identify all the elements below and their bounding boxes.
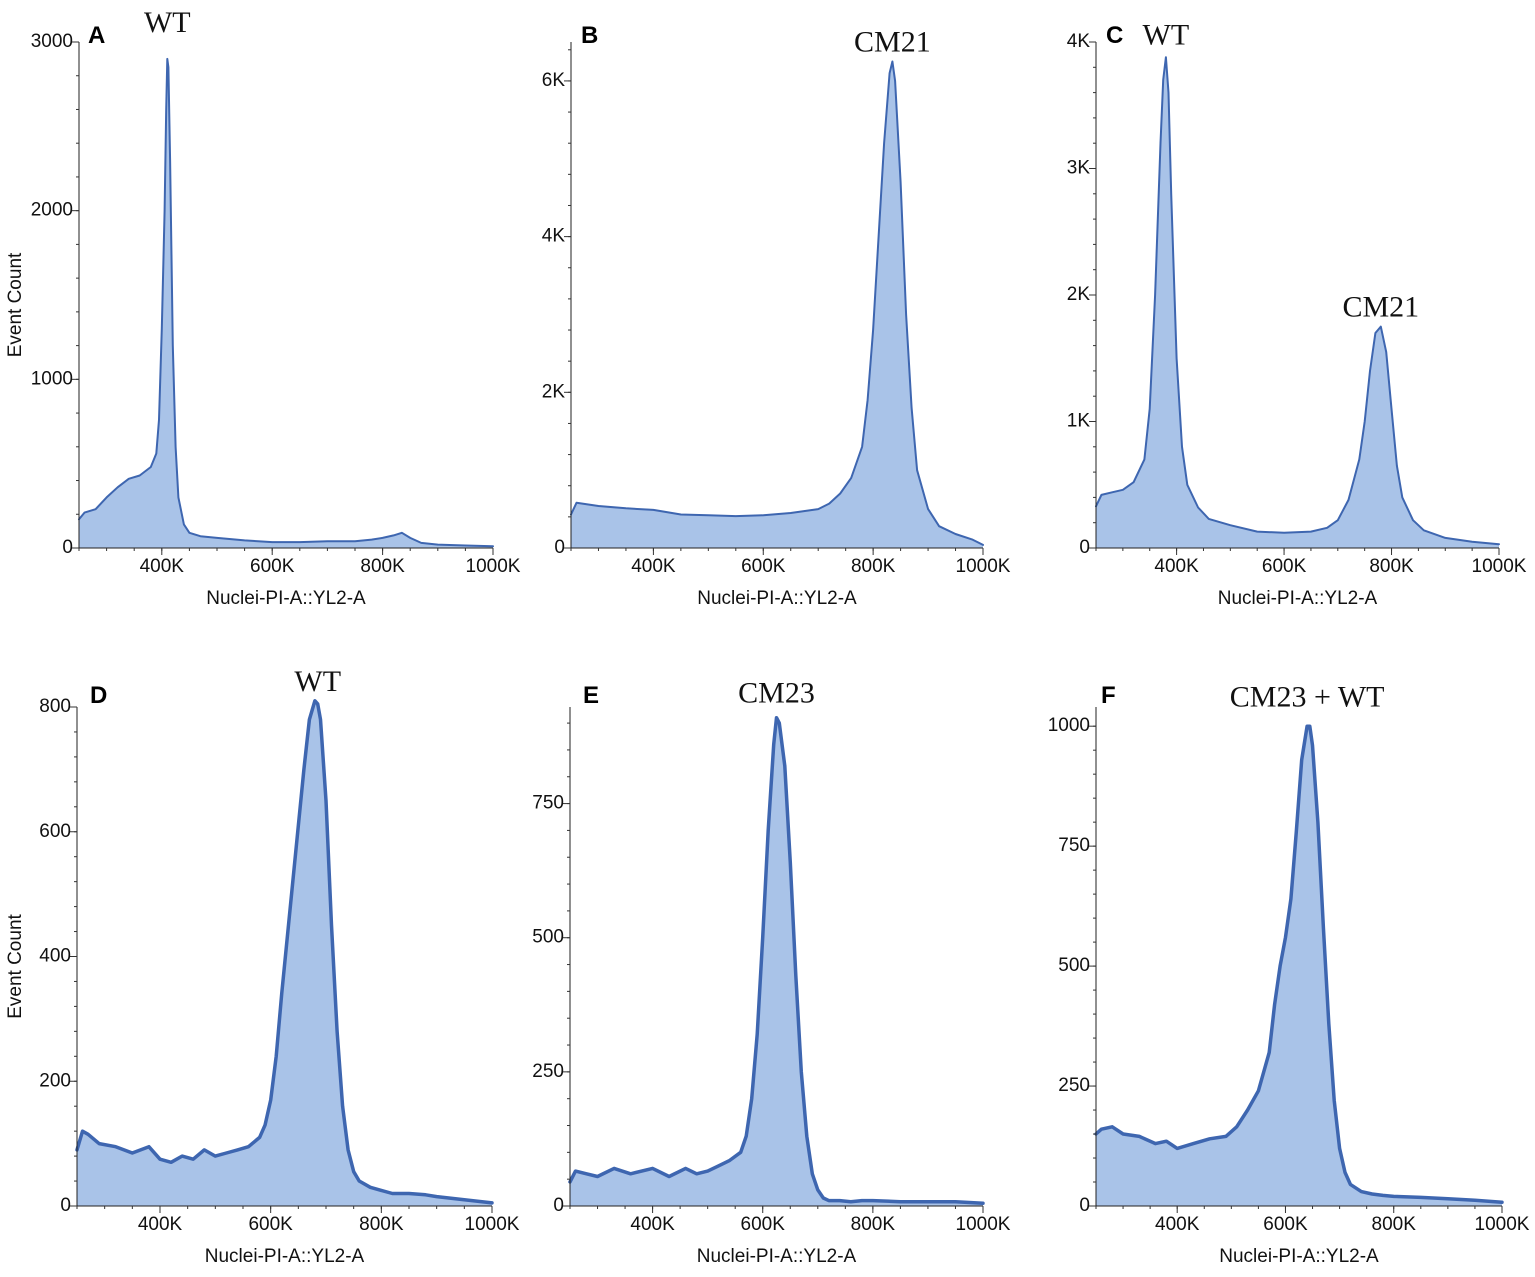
x-tick-label: 600K [250, 556, 295, 577]
histogram-area [570, 717, 983, 1206]
x-tick-label: 600K [741, 1214, 786, 1235]
y-tick-label: 750 [532, 793, 564, 814]
y-tick-label: 0 [1079, 1195, 1090, 1216]
y-tick-label: 0 [1079, 537, 1090, 558]
y-tick-label: 4K [542, 226, 566, 247]
x-tick-label: 1000K [1475, 1214, 1530, 1235]
x-tick-label: 1000K [1472, 556, 1527, 577]
y-tick-label: 750 [1058, 835, 1090, 856]
y-tick-label: 250 [1058, 1075, 1090, 1096]
x-tick-label: 600K [248, 1214, 293, 1235]
y-tick-label: 3K [1067, 158, 1091, 179]
x-axis-label: Nuclei-PI-A::YL2-A [697, 1246, 857, 1267]
y-tick-label: 250 [532, 1061, 564, 1082]
peak-label: CM21 [1342, 291, 1419, 324]
x-tick-label: 1000K [956, 556, 1011, 577]
x-tick-label: 800K [1369, 556, 1414, 577]
y-tick-label: 4K [1067, 31, 1091, 52]
panel-letter: E [583, 682, 599, 709]
y-tick-label: 2000 [31, 200, 73, 221]
x-tick-label: 400K [630, 1214, 675, 1235]
x-axis-label: Nuclei-PI-A::YL2-A [1218, 588, 1378, 609]
y-tick-label: 1K [1067, 411, 1091, 432]
x-tick-label: 800K [1372, 1214, 1417, 1235]
x-tick-label: 400K [631, 556, 676, 577]
panel-letter: D [90, 682, 107, 709]
x-tick-label: 800K [851, 556, 896, 577]
peak-label: CM23 [738, 676, 815, 709]
panel-letter: F [1101, 682, 1116, 709]
histogram-area [79, 58, 493, 549]
panel-e: E 0 250 500 750 400K 600K 800K 1000K Nuclei-PI-A:… [532, 676, 1010, 1267]
histogram-area [1096, 726, 1502, 1206]
peak-label: WT [294, 665, 341, 698]
x-tick-label: 400K [1154, 556, 1199, 577]
panel-a: A 0 1000 2000 3000 400K 600K 800K 1000K Nuclei-PI… [5, 6, 521, 609]
x-tick-label: 600K [1263, 1214, 1308, 1235]
x-tick-label: 1000K [956, 1214, 1011, 1235]
x-tick-label: 800K [851, 1214, 896, 1235]
histogram-line [1094, 724, 1504, 1204]
x-tick-label: 600K [1262, 556, 1307, 577]
x-tick-label: 600K [741, 556, 786, 577]
y-tick-label: 0 [60, 1195, 71, 1216]
x-axis-label: Nuclei-PI-A::YL2-A [1219, 1246, 1379, 1267]
panel-letter: A [88, 22, 105, 49]
y-tick-label: 2K [1067, 284, 1091, 305]
y-tick-label: 800 [39, 696, 71, 717]
x-tick-label: 400K [1155, 1214, 1200, 1235]
peak-label: CM21 [854, 25, 931, 58]
y-tick-label: 0 [553, 1195, 564, 1216]
y-tick-label: 2K [542, 381, 566, 402]
x-tick-label: 1000K [465, 1214, 520, 1235]
x-tick-label: 400K [138, 1214, 183, 1235]
histogram-area [77, 700, 492, 1206]
histogram-line [568, 715, 985, 1206]
panel-letter: B [581, 22, 598, 49]
y-tick-label: 200 [39, 1070, 71, 1091]
peak-label: WT [1143, 19, 1190, 52]
peak-label: WT [144, 6, 191, 39]
y-tick-label: 500 [1058, 955, 1090, 976]
x-tick-label: 800K [360, 556, 405, 577]
x-axis-label: Nuclei-PI-A::YL2-A [205, 1246, 365, 1267]
histogram-line [78, 57, 494, 548]
y-tick-label: 0 [62, 537, 73, 558]
y-tick-label: 1000 [31, 368, 73, 389]
y-tick-label: 400 [39, 946, 71, 967]
y-tick-label: 500 [532, 927, 564, 948]
histogram-area [1096, 57, 1499, 548]
x-axis-label: Nuclei-PI-A::YL2-A [206, 588, 366, 609]
histogram-line [1095, 56, 1500, 546]
panel-letter: C [1106, 22, 1123, 49]
histogram-area [571, 61, 983, 548]
peak-label: CM23 + WT [1230, 681, 1385, 714]
y-tick-label: 3000 [31, 31, 73, 52]
y-tick-label: 6K [542, 70, 566, 91]
y-axis-label: Event Count [5, 252, 26, 357]
y-tick-label: 600 [39, 821, 71, 842]
x-tick-label: 1000K [466, 556, 521, 577]
panel-d: D 0 200 400 600 800 400K 600K 800K 1000K Nuclei-PI… [5, 665, 520, 1267]
x-tick-label: 800K [359, 1214, 404, 1235]
x-tick-label: 400K [140, 556, 185, 577]
histogram-line [75, 699, 494, 1205]
x-axis-label: Nuclei-PI-A::YL2-A [697, 588, 857, 609]
panel-f: F 0 250 500 750 1000 400K 600K 800K 1000K Nuclei-P… [1048, 681, 1530, 1267]
y-tick-label: 0 [554, 537, 565, 558]
y-tick-label: 1000 [1048, 715, 1090, 736]
y-axis-label: Event Count [5, 914, 26, 1019]
histogram-line [570, 60, 984, 546]
